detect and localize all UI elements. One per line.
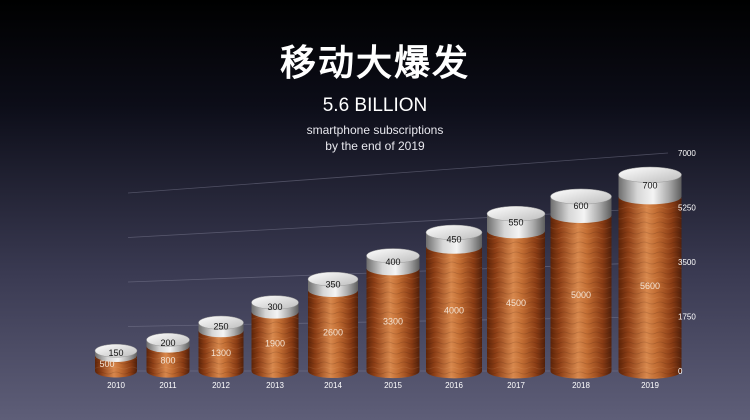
- headline: 5.6 BILLION: [322, 95, 428, 116]
- x-tick-label: 2011: [159, 381, 177, 390]
- x-tick-label: 2017: [507, 381, 525, 390]
- cap-value-label: 250: [213, 322, 228, 332]
- bar-2012: [198, 315, 244, 378]
- bar-2018: [550, 188, 612, 379]
- base-value-label: 5000: [571, 290, 591, 300]
- bar-cap-top: [550, 188, 612, 205]
- base-value-label: 4000: [444, 306, 464, 316]
- bar-2011: [146, 333, 190, 378]
- bar-2017: [486, 205, 546, 379]
- y-tick-label: 5250: [678, 204, 696, 213]
- cap-value-label: 450: [446, 234, 461, 244]
- bar-grain: [550, 215, 612, 379]
- base-value-label: 1900: [265, 338, 285, 348]
- bar-cap-top: [307, 271, 359, 287]
- page-title: 移动大爆发: [279, 42, 470, 83]
- bar-2010: [94, 343, 138, 378]
- bar-2014: [307, 271, 359, 378]
- y-tick-label: 1750: [678, 313, 696, 322]
- x-tick-label: 2019: [641, 381, 659, 390]
- bar-grain: [487, 230, 545, 379]
- y-tick-label: 3500: [678, 258, 696, 267]
- x-tick-label: 2018: [572, 381, 590, 390]
- x-tick-label: 2014: [324, 381, 342, 390]
- cap-value-label: 600: [573, 201, 588, 211]
- bar-2015: [366, 248, 420, 379]
- bar-cap-top: [486, 205, 546, 222]
- base-value-label: 800: [160, 356, 175, 366]
- bar-grain: [251, 311, 299, 378]
- x-tick-label: 2016: [445, 381, 463, 390]
- cap-value-label: 550: [508, 217, 523, 227]
- bar-grain: [308, 290, 358, 378]
- caption-line-2: by the end of 2019: [325, 139, 425, 153]
- bar-cap-top: [94, 343, 138, 358]
- bar-grain: [146, 346, 190, 378]
- bar-cap-top: [618, 166, 682, 183]
- base-value-label: 1300: [211, 348, 231, 358]
- y-tick-label: 0: [678, 367, 683, 376]
- bar-grain: [426, 246, 482, 379]
- x-tick-label: 2015: [384, 381, 402, 390]
- base-value-label: 3300: [383, 317, 403, 327]
- bar-cap-top: [198, 315, 244, 330]
- cap-value-label: 400: [385, 257, 400, 267]
- caption-line-1: smartphone subscriptions: [306, 123, 444, 137]
- base-value-label: 2600: [323, 328, 343, 338]
- x-tick-label: 2013: [266, 381, 284, 390]
- bar-2019: [618, 166, 682, 379]
- bar-2013: [251, 295, 299, 378]
- gridline: [127, 152, 669, 194]
- bar-cap-top: [425, 224, 483, 241]
- cap-value-label: 300: [267, 302, 282, 312]
- bar-cap-top: [366, 248, 420, 264]
- x-tick-label: 2010: [107, 381, 125, 390]
- bar-grain: [366, 268, 420, 379]
- bar-grain: [618, 196, 682, 379]
- caption: smartphone subscriptions by the end of 2…: [0, 122, 750, 154]
- base-value-label: 4500: [506, 298, 526, 308]
- base-value-label: 5600: [640, 281, 660, 291]
- y-tick-label: 7000: [678, 149, 696, 158]
- cap-value-label: 150: [108, 348, 123, 358]
- cap-value-label: 200: [160, 338, 175, 348]
- cap-value-label: 700: [642, 181, 657, 191]
- base-value-label: 500: [99, 359, 114, 369]
- bar-2016: [425, 224, 483, 379]
- x-tick-label: 2012: [212, 381, 230, 390]
- bar-cap-top: [146, 333, 190, 347]
- bar-cap: [618, 174, 682, 205]
- cap-value-label: 350: [325, 280, 340, 290]
- bar-cap-top: [251, 295, 299, 310]
- bar-grain: [198, 330, 244, 378]
